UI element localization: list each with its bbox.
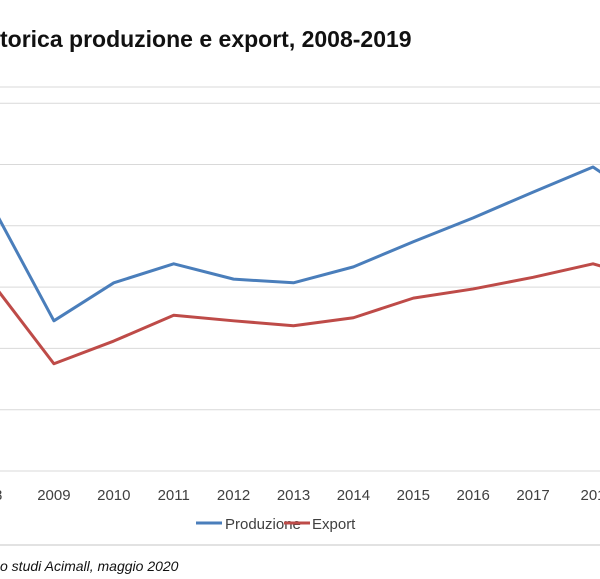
series-line-produzione <box>0 165 600 323</box>
x-tick-label: 2012 <box>217 487 250 504</box>
x-tick-label: 2015 <box>397 487 430 504</box>
x-tick-label: 2009 <box>37 487 70 504</box>
source-note: o studi Acimall, maggio 2020 <box>0 558 179 574</box>
x-tick-label: 08 <box>0 487 2 504</box>
x-tick-label: 2013 <box>277 487 310 504</box>
legend-label-export: Export <box>312 516 356 533</box>
x-tick-label: 2010 <box>97 487 130 504</box>
x-tick-label: 2014 <box>337 487 370 504</box>
legend-label-produzione: Produzione <box>225 516 301 533</box>
chart-title: torica produzione e export, 2008-2019 <box>0 26 412 52</box>
x-tick-label: 2017 <box>516 487 549 504</box>
x-tick-label: 2011 <box>158 487 190 504</box>
series-line-export <box>0 262 600 366</box>
x-tick-label: 201 <box>580 487 600 504</box>
x-tick-label: 2016 <box>457 487 490 504</box>
